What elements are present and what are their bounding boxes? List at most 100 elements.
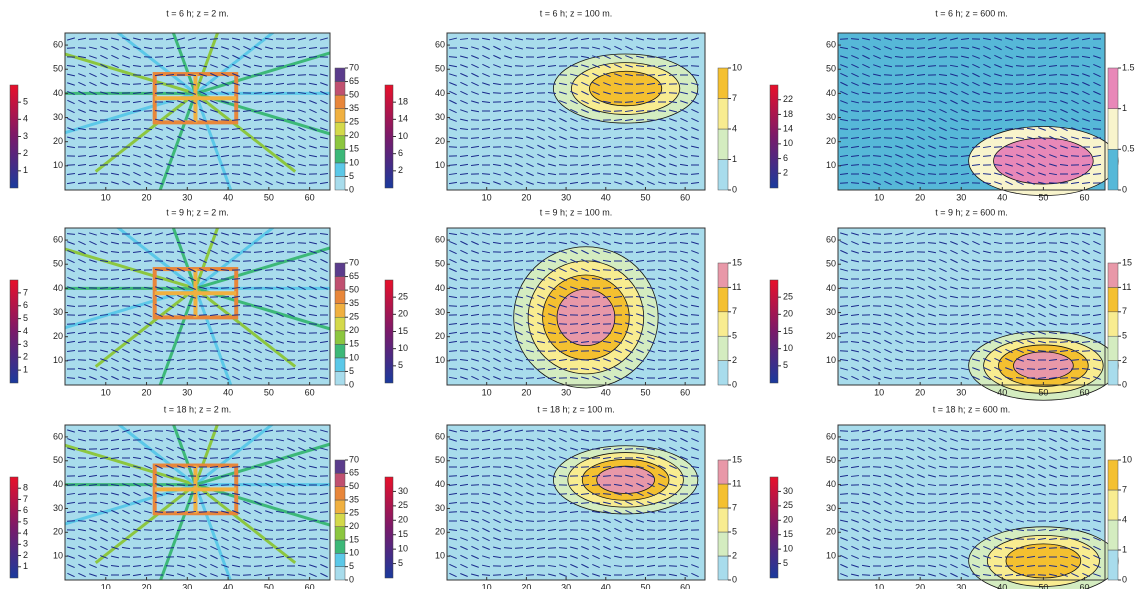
wind-arrow [680,66,688,67]
colorbar-band [335,460,345,473]
wind-arrow [994,252,1002,253]
wind-arrow [1082,156,1090,157]
wind-arrow [537,575,545,576]
colorbar-band [718,508,728,532]
wind-arrow [680,503,688,504]
wind-arrow [232,156,240,157]
wind-arrow [265,548,273,549]
x-tick-label: 30 [561,387,571,397]
wind-tick-label: 10 [398,544,408,554]
wind-arrow [592,333,600,334]
colorbar-band [335,82,345,96]
y-tick-label: 10 [826,355,836,365]
wind-arrow [994,93,1002,94]
wind-arrow [895,111,903,112]
colorbar-label: 2 [732,550,737,560]
colorbar-label: 7 [732,93,737,103]
wind-arrow [1082,521,1090,522]
wind-arrow [1071,234,1079,235]
wind-arrow [210,288,218,289]
wind-arrow [526,521,534,522]
colorbar-label: 25 [349,312,359,322]
x-tick-label: 30 [561,192,571,202]
wind-tick-label: 10 [398,131,408,141]
wind-tick-label: 10 [783,138,793,148]
colorbar-label: 35 [349,494,359,504]
y-tick-label: 50 [435,455,445,465]
y-tick-label: 10 [435,551,445,561]
wind-colorbar [10,477,18,578]
wind-arrow [122,84,130,85]
y-tick-label: 10 [53,551,63,561]
y-tick-label: 60 [53,431,63,441]
wind-arrow [243,261,251,262]
colorbar-band [1108,68,1118,109]
x-tick-label: 30 [182,582,192,589]
x-tick-label: 40 [223,387,233,397]
wind-arrow [862,102,870,103]
wind-arrow [482,315,490,316]
colorbar-band [1108,149,1118,190]
wind-arrow [243,575,251,576]
wind-tick-label: 1 [23,165,28,175]
wind-arrow [471,449,479,450]
wind-arrow [166,252,174,253]
colorbar-band [718,287,728,311]
wind-arrow [570,48,578,49]
wind-tick-label: 6 [783,153,788,163]
wind-tick-label: 15 [398,529,408,539]
wind-tick-label: 8 [23,483,28,493]
wind-tick-label: 2 [23,148,28,158]
wind-arrow [67,360,75,361]
x-tick-label: 50 [264,192,274,202]
wind-arrow [1005,252,1013,253]
wind-arrow [155,57,163,58]
panel-title: t = 9 h; z = 2 m. [166,207,229,217]
y-tick-label: 50 [53,259,63,269]
wind-arrow [840,431,848,432]
colorbar-band [718,484,728,508]
colorbar-label: 70 [349,257,359,267]
wind-arrow [1005,566,1013,567]
wind-arrow [504,458,512,459]
wind-arrow [636,279,644,280]
colorbar-label: 0 [732,574,737,584]
wind-colorbar [385,85,393,188]
x-tick-label: 40 [601,387,611,397]
colorbar-band [718,99,728,130]
wind-arrow [78,297,86,298]
wind-tick-label: 14 [398,114,408,124]
contour-region [589,71,661,106]
colorbar-label: 0 [732,379,737,389]
wind-tick-label: 10 [398,343,408,353]
y-tick-label: 40 [826,283,836,293]
wind-tick-label: 5 [398,558,403,568]
wind-arrow [581,48,589,49]
x-tick-label: 60 [305,387,315,397]
wind-arrow [614,147,622,148]
wind-tick-label: 6 [23,300,28,310]
x-tick-label: 30 [956,387,966,397]
wind-arrow [928,243,936,244]
wind-arrow [493,315,501,316]
wind-arrow [658,57,666,58]
x-tick-label: 50 [640,192,650,202]
x-tick-label: 20 [915,582,925,589]
wind-arrow [471,342,479,343]
wind-arrow [526,431,534,432]
wind-arrow [570,360,578,361]
wind-arrow [581,138,589,139]
colorbar-band [335,487,345,500]
x-tick-label: 10 [874,192,884,202]
wind-arrow [906,270,914,271]
wind-arrow [625,449,633,450]
wind-arrow [100,270,108,271]
wind-arrow [950,57,958,58]
wind-arrow [449,57,457,58]
x-tick-label: 60 [1079,582,1089,589]
wind-arrow [647,279,655,280]
colorbar-band [718,556,728,580]
colorbar-label: 15 [349,144,359,154]
wind-arrow [1060,548,1068,549]
y-tick-label: 50 [826,259,836,269]
